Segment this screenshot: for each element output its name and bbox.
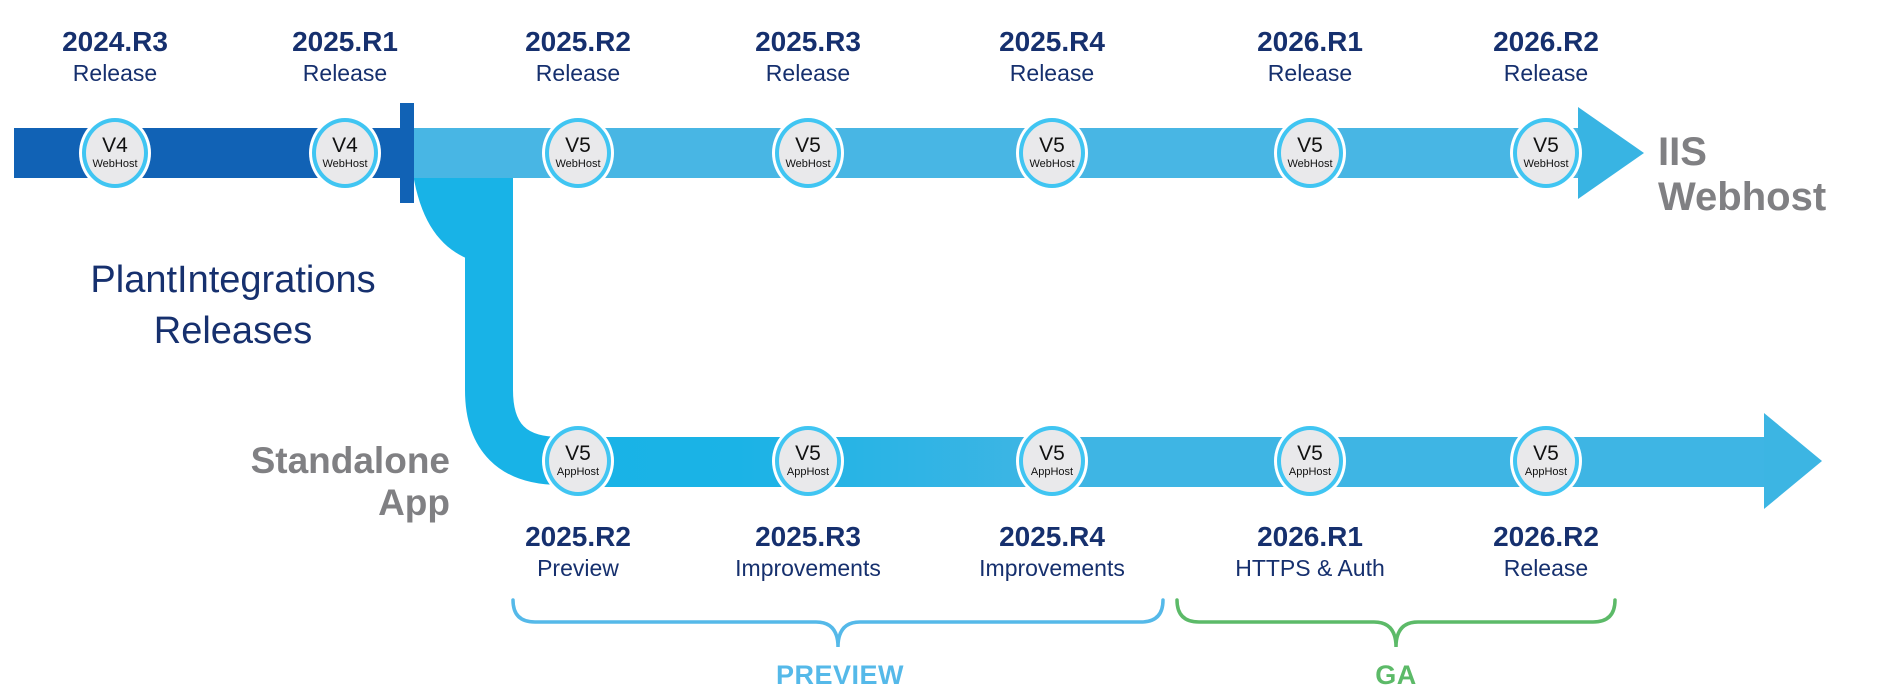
milestone-period: 2025.R3 — [755, 26, 861, 57]
top-milestone-label: 2025.R1 Release — [215, 26, 475, 88]
milestone-period: 2025.R3 — [755, 521, 861, 552]
node-host: AppHost — [786, 466, 830, 479]
track-label-standalone-app: Standalone App — [250, 440, 450, 523]
milestone-period: 2025.R2 — [525, 26, 631, 57]
track-label-iis-webhost: IIS Webhost — [1658, 130, 1827, 219]
milestone-node: V5 AppHost — [1019, 426, 1085, 496]
milestone-subtitle: Release — [72, 60, 158, 87]
node-version: V5 — [565, 442, 591, 466]
node-version: V5 — [1039, 134, 1065, 158]
bottom-milestone-label: 2026.R1 HTTPS & Auth — [1180, 521, 1440, 583]
node-host: WebHost — [785, 158, 831, 171]
webhost-arrowhead-icon — [1578, 107, 1644, 199]
node-version: V5 — [1297, 442, 1323, 466]
bottom-milestone-label: 2025.R4 Improvements — [922, 521, 1182, 583]
node-version: V5 — [1533, 134, 1559, 158]
node-host: AppHost — [1030, 466, 1074, 479]
milestone-node: V5 WebHost — [545, 118, 611, 188]
v5-apphost-timeline-bar — [558, 437, 1766, 487]
preview-brace — [511, 598, 1165, 648]
diagram-title: PlantIntegrations Releases — [63, 255, 403, 357]
node-version: V4 — [102, 134, 128, 158]
milestone-node: V4 WebHost — [312, 118, 378, 188]
milestone-period: 2026.R1 — [1257, 521, 1363, 552]
milestone-node: V5 WebHost — [1277, 118, 1343, 188]
milestone-period: 2025.R2 — [525, 521, 631, 552]
milestone-period: 2026.R2 — [1493, 26, 1599, 57]
milestone-subtitle: Preview — [537, 555, 619, 582]
top-milestone-label: 2025.R4 Release — [922, 26, 1182, 88]
top-milestone-label: 2024.R3 Release — [0, 26, 245, 88]
milestone-subtitle: Improvements — [979, 555, 1125, 582]
milestone-node: V5 AppHost — [1277, 426, 1343, 496]
node-host: WebHost — [322, 158, 368, 171]
top-milestone-label: 2026.R2 Release — [1416, 26, 1676, 88]
top-milestone-label: 2025.R3 Release — [678, 26, 938, 88]
ga-brace — [1175, 598, 1617, 648]
milestone-node: V4 WebHost — [82, 118, 148, 188]
node-host: AppHost — [1288, 466, 1332, 479]
milestone-subtitle: Release — [1267, 60, 1353, 87]
node-version: V5 — [1533, 442, 1559, 466]
milestone-node: V5 WebHost — [1513, 118, 1579, 188]
milestone-period: 2026.R1 — [1257, 26, 1363, 57]
node-host: WebHost — [1523, 158, 1569, 171]
milestone-period: 2025.R4 — [999, 521, 1105, 552]
node-version: V5 — [795, 442, 821, 466]
node-host: WebHost — [92, 158, 138, 171]
milestone-subtitle: Release — [765, 60, 851, 87]
node-version: V4 — [332, 134, 358, 158]
phase-label-ga: GA — [1375, 660, 1417, 690]
node-version: V5 — [1039, 442, 1065, 466]
bottom-milestone-label: 2025.R3 Improvements — [678, 521, 938, 583]
bottom-milestone-label: 2025.R2 Preview — [448, 521, 708, 583]
node-version: V5 — [565, 134, 591, 158]
top-milestone-label: 2026.R1 Release — [1180, 26, 1440, 88]
node-version: V5 — [795, 134, 821, 158]
v4-v5-transition-divider — [400, 103, 414, 203]
node-version: V5 — [1297, 134, 1323, 158]
milestone-period: 2025.R1 — [292, 26, 398, 57]
node-host: WebHost — [1029, 158, 1075, 171]
bottom-milestone-label: 2026.R2 Release — [1416, 521, 1676, 583]
milestone-node: V5 AppHost — [1513, 426, 1579, 496]
node-host: WebHost — [555, 158, 601, 171]
milestone-period: 2024.R3 — [62, 26, 168, 57]
milestone-subtitle: Release — [1009, 60, 1095, 87]
diagram-title-line1: PlantIntegrations — [90, 259, 376, 301]
phase-label-preview: PREVIEW — [775, 660, 905, 690]
top-milestone-label: 2025.R2 Release — [448, 26, 708, 88]
milestone-node: V5 WebHost — [775, 118, 841, 188]
node-host: WebHost — [1287, 158, 1333, 171]
milestone-node: V5 AppHost — [775, 426, 841, 496]
milestone-period: 2025.R4 — [999, 26, 1105, 57]
milestone-node: V5 AppHost — [545, 426, 611, 496]
diagram-title-line2: Releases — [153, 309, 313, 352]
branch-funnel-shape — [413, 174, 513, 259]
milestone-node: V5 WebHost — [1019, 118, 1085, 188]
node-host: AppHost — [1524, 466, 1568, 479]
milestone-subtitle: Release — [1503, 60, 1589, 87]
milestone-subtitle: Improvements — [735, 555, 881, 582]
milestone-subtitle: HTTPS & Auth — [1235, 555, 1385, 582]
apphost-arrowhead-icon — [1764, 413, 1822, 509]
milestone-subtitle: Release — [302, 60, 388, 87]
milestone-period: 2026.R2 — [1493, 521, 1599, 552]
milestone-subtitle: Release — [535, 60, 621, 87]
milestone-subtitle: Release — [1503, 555, 1589, 582]
node-host: AppHost — [556, 466, 600, 479]
